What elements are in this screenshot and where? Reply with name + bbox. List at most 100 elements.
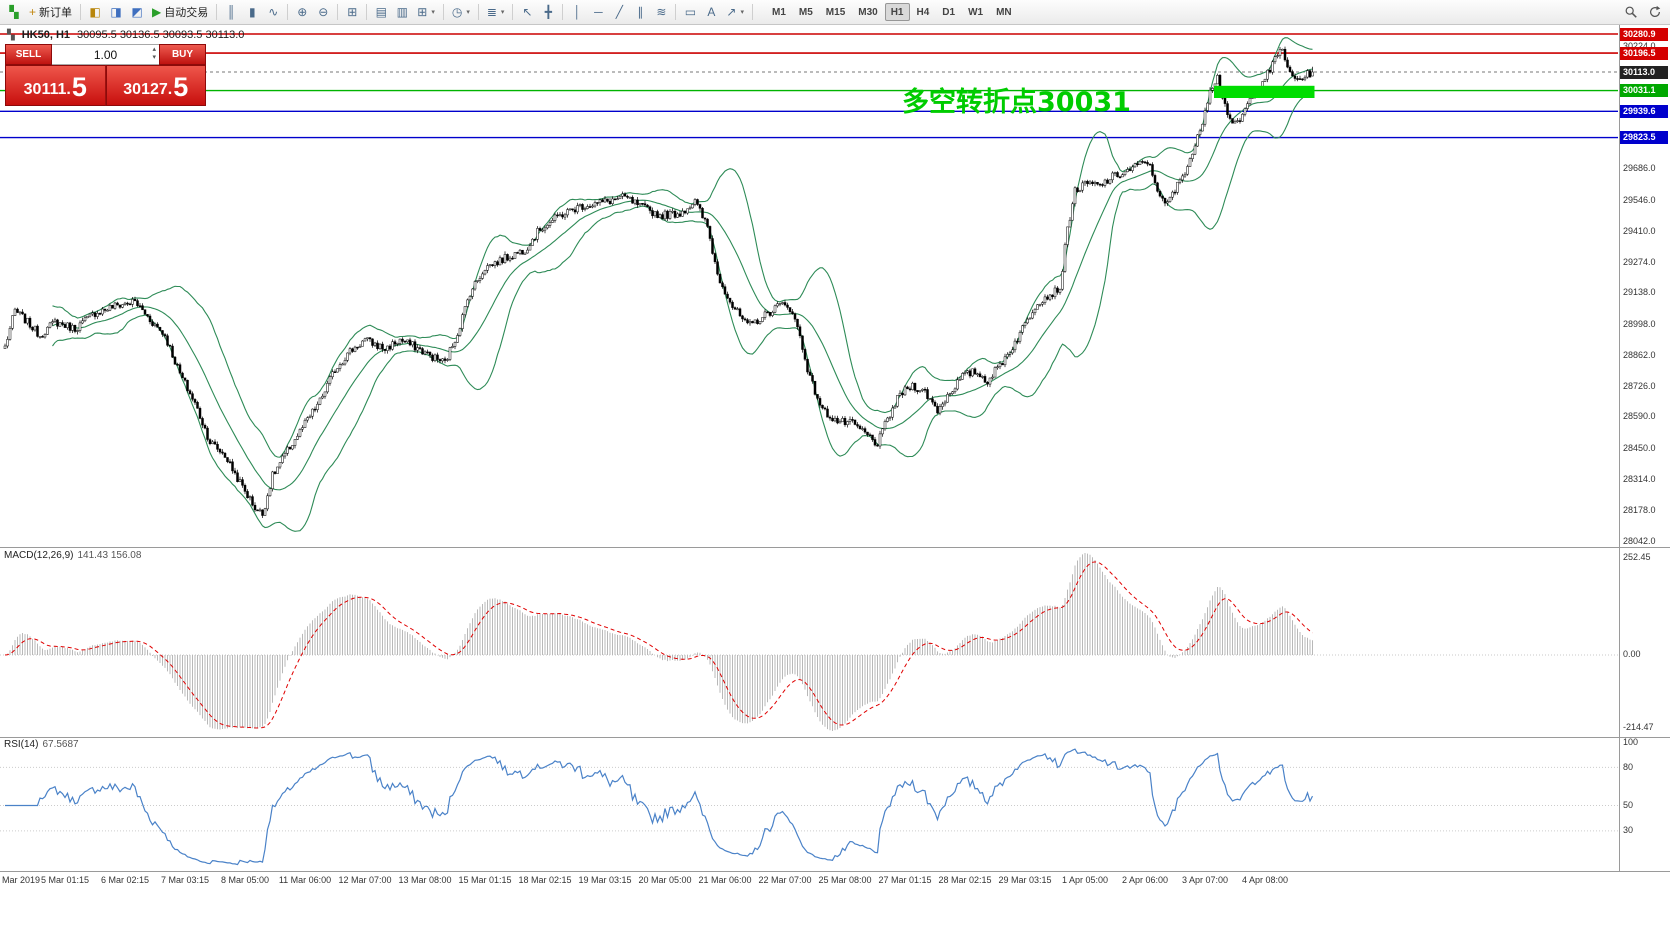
timeframe-button-mn[interactable]: MN bbox=[990, 3, 1018, 21]
timeframe-button-m15[interactable]: M15 bbox=[820, 3, 851, 21]
indicators-icon: ≣ bbox=[486, 5, 497, 19]
line-chart-icon[interactable]: ∿ bbox=[263, 2, 283, 22]
horizontal-line-icon: ─ bbox=[594, 5, 603, 19]
timeframe-button-m5[interactable]: M5 bbox=[793, 3, 819, 21]
fibonacci-icon[interactable]: ≋ bbox=[651, 2, 671, 22]
volume-stepper[interactable]: 1.00 ▴ ▾ bbox=[52, 44, 159, 65]
price-axis-tick: 28178.0 bbox=[1623, 504, 1656, 515]
zoom-out-icon[interactable]: ⊖ bbox=[313, 2, 333, 22]
crosshair-icon[interactable]: ╋ bbox=[538, 2, 558, 22]
chart-symbol-icon: ▚ bbox=[7, 29, 15, 41]
vertical-line-icon[interactable]: │ bbox=[567, 2, 587, 22]
data-window-icon[interactable]: ◨ bbox=[106, 2, 126, 22]
order-panel-price-row: 30111. 5 30127. 5 bbox=[5, 65, 206, 106]
price-axis-tick: 30224.0 bbox=[1623, 41, 1656, 52]
sell-price-main: 30111. bbox=[23, 81, 71, 98]
trendline-icon[interactable]: ╱ bbox=[609, 2, 629, 22]
timeframe-button-h1[interactable]: H1 bbox=[884, 3, 910, 21]
macd-indicator-label: MACD(12,26,9) 141.43 156.08 bbox=[4, 550, 141, 561]
bollinger-lower-band bbox=[52, 88, 1313, 532]
order-panel-top-row: SELL 1.00 ▴ ▾ BUY bbox=[5, 44, 206, 65]
volume-value[interactable]: 1.00 bbox=[93, 47, 118, 62]
bars-chart-icon: ║ bbox=[226, 5, 236, 19]
buy-price-box[interactable]: 30127. 5 bbox=[105, 65, 206, 106]
period-clock-icon[interactable]: ◷ ▾ bbox=[448, 2, 474, 22]
timeframe-button-m30[interactable]: M30 bbox=[852, 3, 883, 21]
sell-button[interactable]: SELL bbox=[5, 44, 52, 65]
time-axis-label: 11 Mar 06:00 bbox=[278, 875, 332, 885]
macd-axis-zero: 0.00 bbox=[1623, 649, 1641, 660]
time-axis-label: 19 Mar 03:15 bbox=[578, 875, 632, 885]
rsi-axis-tick: 80 bbox=[1623, 761, 1634, 772]
tile-windows-icon[interactable]: ⊞ bbox=[342, 2, 362, 22]
macd-name: MACD(12,26,9) bbox=[4, 550, 74, 561]
time-axis-label: 4 Apr 08:00 bbox=[1241, 875, 1289, 885]
market-watch-icon: ◧ bbox=[89, 5, 101, 19]
toolbar-right bbox=[1620, 2, 1666, 22]
new-chart-icon[interactable]: ⊞ ▾ bbox=[413, 2, 439, 22]
rsi-name: RSI(14) bbox=[4, 739, 39, 750]
cursor-icon[interactable]: ↖ bbox=[517, 2, 537, 22]
macd-signal-line bbox=[4, 561, 1313, 729]
arrow-tools-icon[interactable]: ↗ ▾ bbox=[722, 2, 748, 22]
timeframe-toolbar: M1 M5 M15 M30 H1 H4 D1 W1 MN bbox=[766, 3, 1018, 21]
toolbar-separator bbox=[216, 4, 218, 20]
timeframe-button-w1[interactable]: W1 bbox=[962, 3, 989, 21]
terminal-icon[interactable]: ▚ bbox=[4, 2, 24, 22]
time-axis-label: 20 Mar 05:00 bbox=[638, 875, 692, 885]
zoom-in-icon[interactable]: ⊕ bbox=[292, 2, 312, 22]
arrange-windows-icon[interactable]: ▥ bbox=[392, 2, 412, 22]
price-axis-tick: 29686.0 bbox=[1623, 163, 1656, 174]
sell-price-big-digit: 5 bbox=[71, 72, 87, 102]
toolbar-left: ▚ + 新订单 ◧ ◨ ◩ ▶ 自动交易 ║ ▮ ∿ ⊕ ⊖ ⊞ ▤ ▥ ⊞ ▾ ◷ ▾ ≣ ▾ ↖ ╋ │ ─ ╱ ∥ ≋ ▭ A ↗ ▾ bbox=[4, 2, 756, 22]
sell-price-box[interactable]: 30111. 5 bbox=[5, 65, 106, 106]
chart-ohlc-values: 30095.5 30136.5 30093.5 30113.0 bbox=[77, 29, 245, 41]
cursor-icon: ↖ bbox=[522, 5, 533, 19]
candlestick-chart-icon[interactable]: ▮ bbox=[242, 2, 262, 22]
market-watch-icon[interactable]: ◧ bbox=[85, 2, 105, 22]
autotrade-button[interactable]: ▶ 自动交易 bbox=[148, 2, 212, 22]
volume-up-icon[interactable]: ▴ bbox=[152, 46, 156, 53]
buy-price-main: 30127. bbox=[123, 81, 173, 98]
bollinger-upper-band bbox=[52, 37, 1313, 458]
indicators-icon[interactable]: ≣ ▾ bbox=[483, 2, 509, 22]
toolbar: ▚ + 新订单 ◧ ◨ ◩ ▶ 自动交易 ║ ▮ ∿ ⊕ ⊖ ⊞ ▤ ▥ ⊞ ▾ ◷ ▾ ≣ ▾ ↖ ╋ │ ─ ╱ ∥ ≋ ▭ A ↗ ▾ M… bbox=[0, 0, 1670, 25]
macd-axis-min: -214.47 bbox=[1623, 722, 1654, 732]
time-axis-label: 3 Apr 07:00 bbox=[1181, 875, 1229, 885]
time-axis-label: 13 Mar 08:00 bbox=[398, 875, 452, 885]
new-chart-icon: ⊞ bbox=[417, 5, 428, 19]
timeframe-button-d1[interactable]: D1 bbox=[936, 3, 961, 21]
search-icon[interactable] bbox=[1620, 2, 1642, 22]
new-order-button: + bbox=[29, 5, 37, 19]
toolbar-separator bbox=[366, 4, 368, 20]
cascade-windows-icon[interactable]: ▤ bbox=[371, 2, 391, 22]
new-order-button[interactable]: + 新订单 bbox=[25, 2, 76, 22]
time-axis-label: 28 Mar 02:15 bbox=[938, 875, 992, 885]
timeframe-button-m1[interactable]: M1 bbox=[766, 3, 792, 21]
equidistant-channel-icon[interactable]: ∥ bbox=[630, 2, 650, 22]
horizontal-line-icon[interactable]: ─ bbox=[588, 2, 608, 22]
equidistant-channel-icon: ∥ bbox=[637, 5, 644, 19]
time-axis-label: 15 Mar 01:15 bbox=[458, 875, 512, 885]
price-axis-tick: 28862.0 bbox=[1623, 349, 1656, 360]
bars-chart-icon[interactable]: ║ bbox=[221, 2, 241, 22]
toolbar-separator bbox=[287, 4, 289, 20]
crosshair-icon: ╋ bbox=[544, 5, 553, 19]
shapes-icon[interactable]: ▭ bbox=[680, 2, 700, 22]
volume-down-icon[interactable]: ▾ bbox=[152, 54, 156, 61]
highlight-zone[interactable] bbox=[1214, 85, 1315, 98]
navigator-icon[interactable]: ◩ bbox=[127, 2, 147, 22]
candlestick-chart-icon: ▮ bbox=[248, 5, 256, 19]
chevron-down-icon: ▾ bbox=[431, 9, 435, 16]
macd-histogram bbox=[7, 553, 1313, 731]
fibonacci-icon: ≋ bbox=[656, 5, 667, 19]
refresh-icon[interactable] bbox=[1644, 2, 1666, 22]
timeframe-button-h4[interactable]: H4 bbox=[911, 3, 936, 21]
rsi-axis-tick: 100 bbox=[1623, 736, 1639, 747]
buy-button[interactable]: BUY bbox=[159, 44, 206, 65]
text-label-icon[interactable]: A bbox=[701, 2, 721, 22]
time-axis-label: 12 Mar 07:00 bbox=[338, 875, 392, 885]
terminal-icon: ▚ bbox=[9, 5, 19, 19]
